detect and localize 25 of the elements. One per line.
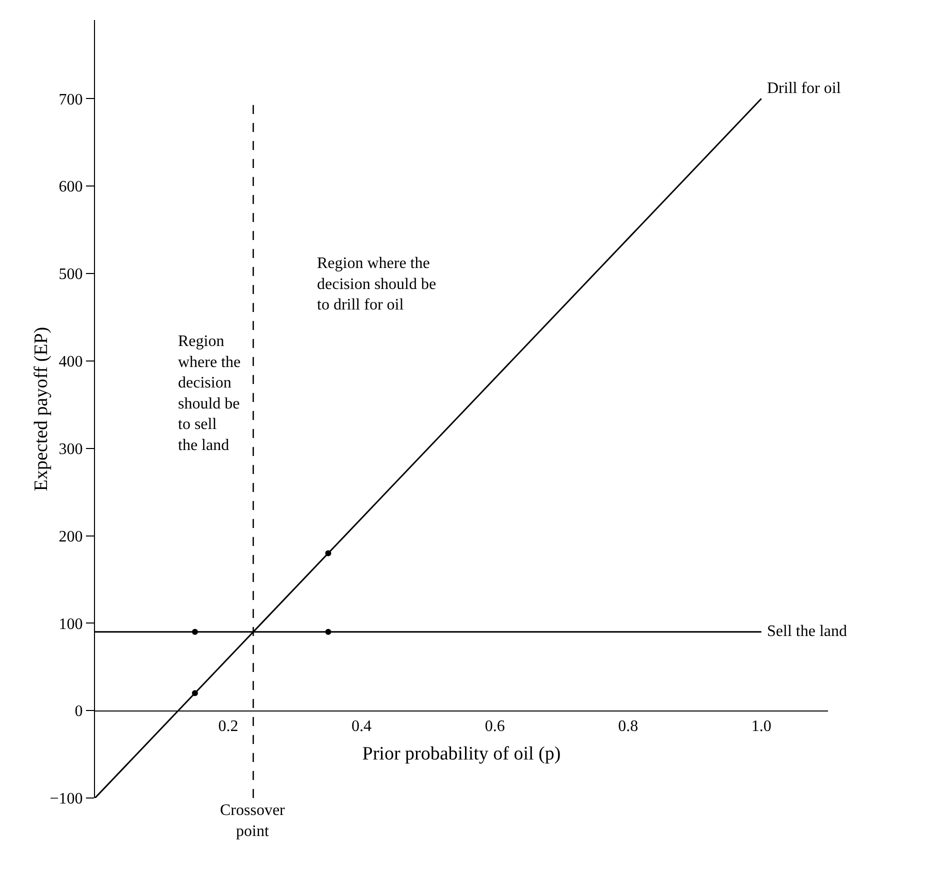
- y-tick-label: 400: [58, 354, 83, 371]
- annotation: Region where the decision should be to sell the land: [178, 333, 241, 454]
- y-tick-label: 300: [58, 440, 83, 458]
- y-tick-label: 700: [58, 91, 83, 108]
- point: [325, 550, 332, 556]
- x-tick-label: 1.0: [751, 718, 772, 735]
- x-tick-label: 0.6: [484, 718, 505, 735]
- x-tick-label: 0.2: [218, 718, 238, 735]
- x-tick-label: 0.8: [618, 718, 638, 735]
- y-axis-title: Expected payoff (EP): [31, 326, 52, 492]
- y-tick-label: −100: [50, 790, 83, 808]
- series-label: Drill for oil: [767, 80, 842, 97]
- annotation: Region where the decision should be to drill for oil: [317, 255, 436, 314]
- point: [325, 628, 332, 635]
- y-tick-label: 600: [58, 178, 83, 196]
- ref-line-label: Crossover point: [220, 802, 286, 840]
- y-tick-label: 500: [58, 266, 83, 284]
- x-axis-title: Prior probability of oil (p): [362, 744, 561, 765]
- y-tick-label: 100: [58, 616, 83, 633]
- series-label: Sell the land: [767, 623, 847, 640]
- x-tick-label: 0.4: [352, 718, 372, 735]
- y-tick-label: 0: [74, 703, 83, 720]
- point: [192, 628, 198, 635]
- point: [192, 690, 198, 696]
- y-tick-label: 200: [58, 528, 83, 546]
